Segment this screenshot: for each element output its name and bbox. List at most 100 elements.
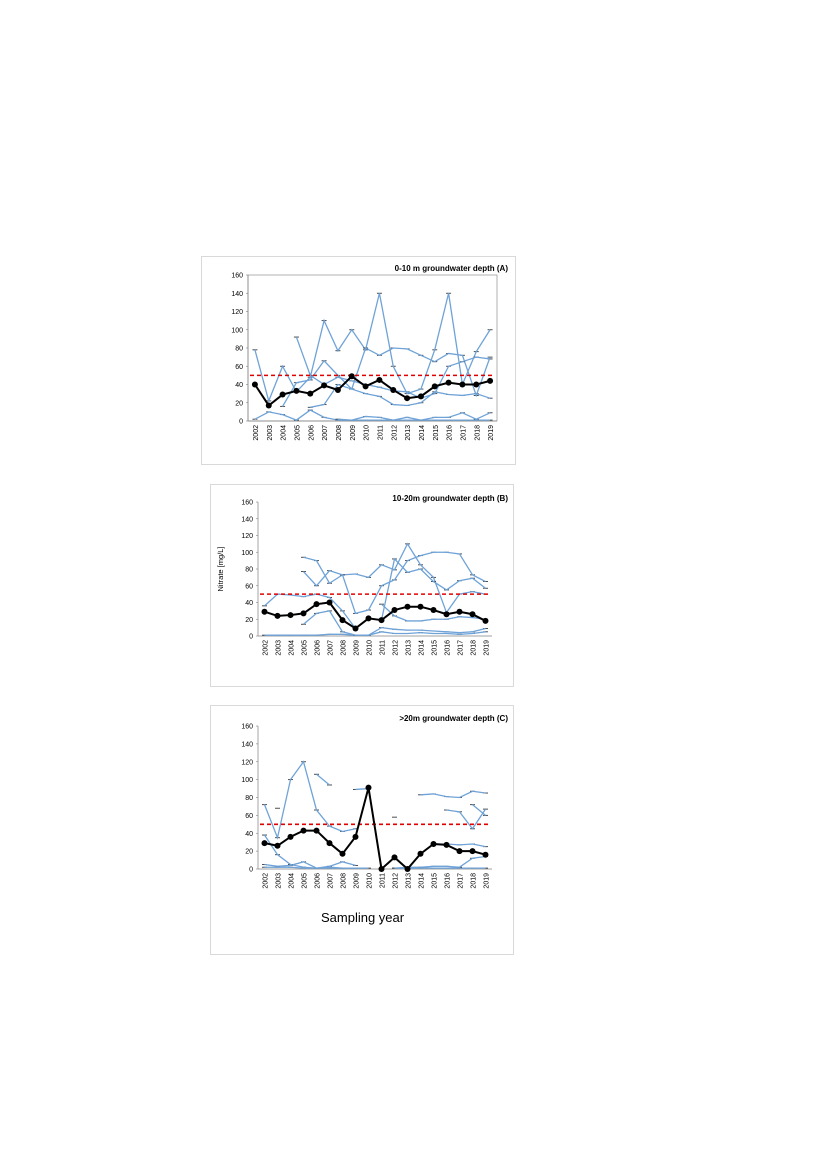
x-tick-label: 2006 xyxy=(315,873,322,889)
mean-point xyxy=(482,617,489,624)
well-series-line xyxy=(310,383,491,408)
chart-a-svg: 0 20 40 60 80 100 120 140 160 2002 2003 2004 2005 200… xyxy=(231,264,508,441)
mean-point xyxy=(365,784,372,791)
well-series-line xyxy=(420,790,486,799)
mean-point xyxy=(265,402,272,409)
x-tick-label: 2016 xyxy=(447,425,454,441)
x-tick-label: 2012 xyxy=(391,425,398,441)
x-tick-label: 2007 xyxy=(328,640,335,656)
well-series-line xyxy=(254,409,491,421)
mean-point xyxy=(300,827,307,834)
well-series-line xyxy=(472,804,486,816)
mean-point xyxy=(473,381,480,388)
mean-point xyxy=(334,386,341,393)
mean-point xyxy=(339,850,346,857)
y-axis-label: Nitrate [mg/L] xyxy=(216,546,225,591)
x-tick-label: 2017 xyxy=(458,640,465,656)
mean-point xyxy=(443,841,450,848)
mean-point xyxy=(378,866,385,872)
x-tick-label: 2018 xyxy=(474,425,481,441)
plot-area-frame xyxy=(247,274,498,422)
mean-point xyxy=(251,381,258,388)
y-tick-label: 0 xyxy=(249,634,253,641)
x-tick-label: 2014 xyxy=(419,873,426,889)
well-series-line xyxy=(337,418,491,421)
mean-point xyxy=(274,612,281,619)
x-tick-label: 2012 xyxy=(393,640,400,656)
well-series-line xyxy=(263,760,356,840)
x-tick-label: 2019 xyxy=(484,640,491,656)
y-tick-label: 60 xyxy=(245,813,253,820)
x-tick-label: 2009 xyxy=(350,425,357,441)
well-series-line xyxy=(254,293,491,403)
chart-panel-c: 0 20 40 60 80 100 120 140 160 2002 2003 2004 2005 200… xyxy=(210,705,514,955)
mean-point xyxy=(287,612,294,619)
chart-title: 10-20m groundwater depth (B) xyxy=(392,494,508,503)
mean-point xyxy=(326,840,333,847)
well-series-line xyxy=(303,610,486,636)
well-series-line xyxy=(303,551,486,615)
chart-panel-b: 0 20 40 60 80 100 120 140 160 2002 2003 2004 2005 200… xyxy=(210,484,514,687)
x-tick-label: 2017 xyxy=(460,425,467,441)
well-series-line xyxy=(446,808,487,830)
x-tick-label: 2007 xyxy=(322,425,329,441)
well-series-line xyxy=(316,773,330,786)
x-tick-label: 2003 xyxy=(276,873,283,889)
mean-point xyxy=(417,603,424,610)
chart-title: >20m groundwater depth (C) xyxy=(399,714,508,723)
mean-point xyxy=(404,866,411,872)
mean-point xyxy=(313,827,320,834)
x-tick-label: 2011 xyxy=(380,873,387,888)
mean-point xyxy=(431,383,438,390)
y-tick-label: 40 xyxy=(235,382,243,389)
y-tick-label: 60 xyxy=(245,583,253,590)
y-tick-label: 80 xyxy=(245,795,253,802)
mean-point xyxy=(417,393,424,400)
x-tick-label: 2013 xyxy=(405,425,412,441)
well-series-line xyxy=(381,603,486,622)
mean-point xyxy=(279,391,286,398)
x-tick-label: 2006 xyxy=(315,640,322,656)
chart-c-svg: 0 20 40 60 80 100 120 140 160 2002 2003 2004 2005 200… xyxy=(241,714,508,889)
mean-point xyxy=(456,608,463,615)
mean-point xyxy=(445,379,452,386)
x-tick-label: 2008 xyxy=(341,640,348,656)
mean-series-line xyxy=(264,787,486,871)
y-tick-label: 160 xyxy=(231,273,243,280)
y-tick-label: 140 xyxy=(241,516,253,523)
x-tick-label: 2005 xyxy=(302,640,309,656)
mean-series-line xyxy=(264,601,486,630)
x-tick-label: 2002 xyxy=(263,640,270,656)
mean-point xyxy=(321,382,328,389)
x-tick-label: 2004 xyxy=(289,640,296,656)
y-tick-label: 120 xyxy=(231,309,243,316)
x-tick-label: 2015 xyxy=(432,873,439,889)
x-tick-label: 2014 xyxy=(419,425,426,441)
chart-panel-a: 0 20 40 60 80 100 120 140 160 2002 2003 2004 2005 200… xyxy=(201,256,516,465)
well-series-line xyxy=(264,626,486,636)
x-tick-label: 2007 xyxy=(328,873,335,889)
mean-point xyxy=(390,386,397,393)
mean-point xyxy=(293,387,300,394)
x-tick-label: 2016 xyxy=(445,873,452,889)
x-tick-label: 2008 xyxy=(341,873,348,889)
y-tick-label: 140 xyxy=(231,291,243,298)
mean-point xyxy=(443,611,450,618)
x-axis-title: Sampling year xyxy=(321,910,405,925)
x-tick-label: 2002 xyxy=(253,425,260,441)
mean-point xyxy=(404,603,411,610)
well-series-line xyxy=(282,347,491,407)
x-tick-label: 2010 xyxy=(367,640,374,656)
x-tick-label: 2009 xyxy=(354,640,361,656)
y-tick-label: 160 xyxy=(241,724,253,731)
mean-point xyxy=(391,607,398,614)
x-tick-label: 2019 xyxy=(484,873,491,889)
x-tick-label: 2002 xyxy=(263,873,270,889)
x-tick-label: 2011 xyxy=(377,425,384,440)
mean-point xyxy=(469,848,476,855)
x-tick-label: 2004 xyxy=(289,873,296,889)
chart-b-svg: 0 20 40 60 80 100 120 140 160 2002 2003 2004 2005 200… xyxy=(216,494,508,656)
mean-point xyxy=(430,607,437,614)
mean-point xyxy=(469,611,476,618)
mean-point xyxy=(459,381,466,388)
